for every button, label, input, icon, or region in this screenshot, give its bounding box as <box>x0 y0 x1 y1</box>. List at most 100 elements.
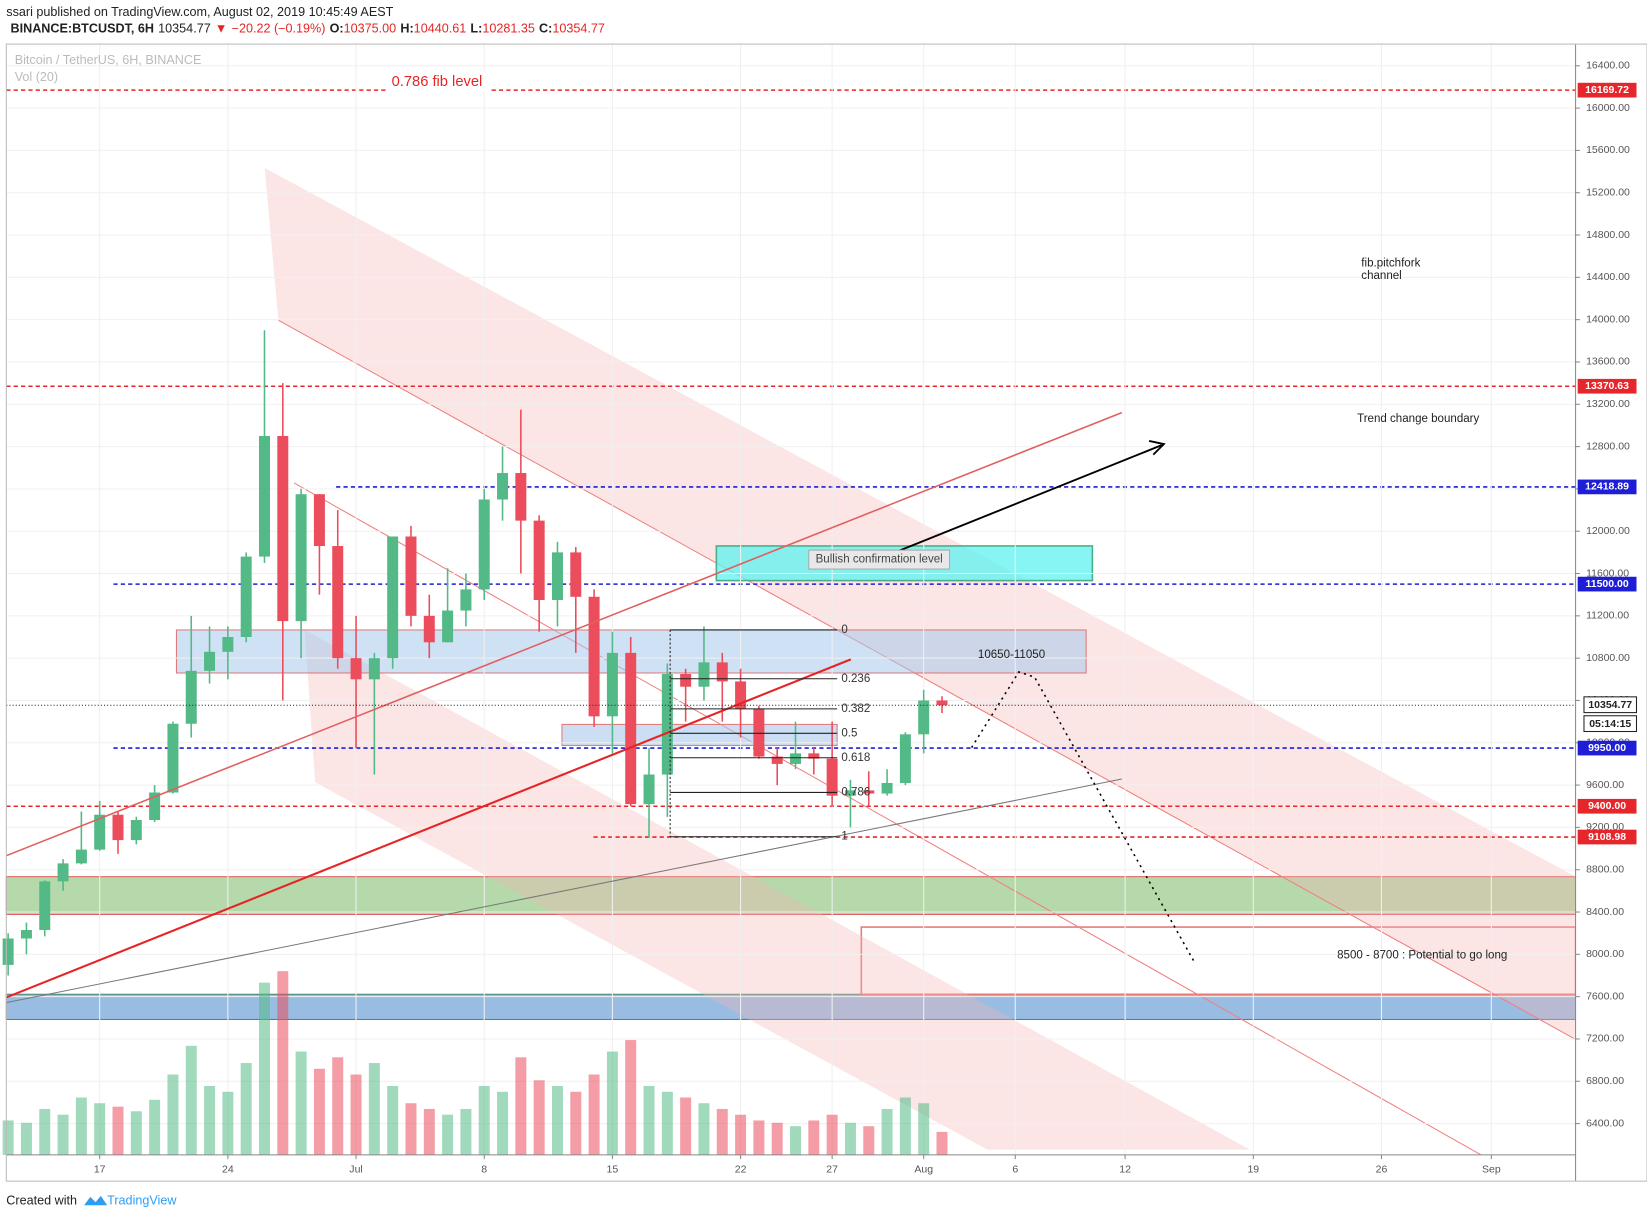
candle-body <box>57 863 69 882</box>
candle-body <box>387 536 399 659</box>
candle-body <box>222 637 234 652</box>
price-label: 10354.77 <box>1588 699 1632 711</box>
volume-bar <box>735 1114 747 1155</box>
label-bg <box>808 549 951 570</box>
volume-bar <box>643 1086 655 1155</box>
candle-body <box>497 473 509 500</box>
x-tick-label: Sep <box>1482 1163 1501 1175</box>
volume-bar <box>258 982 270 1155</box>
volume-bar <box>20 1122 32 1155</box>
candle-body <box>881 782 893 794</box>
candle-body <box>240 556 252 638</box>
x-tick-label: Jul <box>349 1163 362 1175</box>
candle-body <box>313 494 325 547</box>
header-text: 10354.77 <box>552 22 605 36</box>
green-zone <box>5 876 1577 915</box>
volume-bar <box>130 1111 142 1155</box>
level-tag <box>1577 576 1637 592</box>
candle-body <box>790 753 802 764</box>
trend-boundary <box>6 411 1123 857</box>
volume-bar <box>387 1086 399 1155</box>
candle-body <box>204 651 216 671</box>
fib-label: 0.5 <box>841 727 857 739</box>
annotations: 0.786 fib level fib.pitchfork channel Tr… <box>385 72 1507 961</box>
annotation: Bullish confirmation level <box>816 554 943 566</box>
candle-body <box>75 849 87 864</box>
volume-bar <box>39 1108 51 1155</box>
candle-body <box>808 753 820 759</box>
y-tick-label: 13200.00 <box>1586 398 1630 410</box>
x-tick-label: 8 <box>481 1163 487 1175</box>
candle-body <box>844 790 856 796</box>
y-tick-label: 16400.00 <box>1586 60 1630 72</box>
level-tag <box>1577 829 1637 845</box>
volume-bar <box>295 1051 307 1155</box>
y-tick-label: 14000.00 <box>1586 313 1630 325</box>
y-tick-label: 11600.00 <box>1586 567 1629 579</box>
x-tick-label: 12 <box>1119 1163 1131 1175</box>
candle-body <box>918 700 930 735</box>
volume-bar <box>918 1103 930 1155</box>
volume-bar <box>680 1097 692 1155</box>
level-tag <box>1577 740 1637 756</box>
volume-bar <box>588 1074 600 1155</box>
volume-bar <box>478 1086 490 1155</box>
y-tick-label: 15200.00 <box>1586 187 1630 199</box>
volume-bar <box>753 1120 765 1155</box>
x-tick-label: 26 <box>1376 1163 1388 1175</box>
volume-bar <box>204 1086 216 1155</box>
candle-body <box>570 552 582 597</box>
candle-body <box>716 662 728 682</box>
y-tick-label: 11200.00 <box>1586 610 1629 622</box>
x-tick-label: 27 <box>826 1163 838 1175</box>
candle-body <box>899 734 911 783</box>
candle-body <box>2 938 14 965</box>
frame <box>5 43 1647 1182</box>
level-label: 13370.63 <box>1585 380 1629 392</box>
volume-bar <box>497 1091 509 1155</box>
candle-body <box>606 652 618 717</box>
y-tick-label: 16000.00 <box>1586 102 1630 114</box>
candle-body <box>588 596 600 717</box>
annotation: channel <box>1361 270 1401 282</box>
price-tag <box>1583 696 1638 714</box>
candle-body <box>735 681 747 709</box>
level-label: 9950.00 <box>1588 742 1626 754</box>
level-label: 12418.89 <box>1585 481 1629 493</box>
fib-label: 0.236 <box>841 673 870 685</box>
annotation: Trend change boundary <box>1357 413 1479 425</box>
volume-bar <box>515 1057 527 1155</box>
y-tick-label: 10800.00 <box>1586 652 1630 664</box>
volume-bar <box>332 1057 344 1155</box>
volume-bar <box>698 1103 710 1155</box>
projection <box>970 671 1197 965</box>
trendlines: 0 0.236 0.382 0.5 0.618 0.786 1 <box>5 411 1576 1004</box>
volume-bar <box>313 1068 325 1155</box>
y-tick-label: 14800.00 <box>1586 229 1630 241</box>
level-tag <box>1577 798 1637 814</box>
y-tick-label: 9600.00 <box>1586 779 1624 791</box>
drawings <box>5 89 1577 1156</box>
y-tick-label: 8400.00 <box>1586 906 1624 918</box>
volume-bar <box>936 1131 948 1155</box>
header-text: C: <box>539 22 552 36</box>
header-text: ▼ <box>215 22 227 36</box>
y-axis-bg <box>1575 44 1647 1182</box>
candle-body <box>460 589 472 611</box>
candle-body <box>533 520 545 600</box>
candle-body <box>112 814 124 841</box>
y-tick-label: 6800.00 <box>1586 1075 1624 1087</box>
annotation: 10650-11050 <box>978 649 1045 661</box>
candle-body <box>185 670 197 724</box>
footer-brand: TradingView <box>107 1193 177 1207</box>
level-label: 9400.00 <box>1588 800 1626 812</box>
volume-bar <box>826 1114 838 1155</box>
volume-bar <box>277 971 289 1155</box>
candle-body <box>258 436 270 557</box>
candle-body <box>771 756 783 764</box>
candle-body <box>661 674 673 775</box>
volume-bar <box>460 1108 472 1155</box>
candle-body <box>680 674 692 687</box>
timer-tag <box>1583 715 1638 733</box>
y-tick-label: 12000.00 <box>1586 525 1630 537</box>
